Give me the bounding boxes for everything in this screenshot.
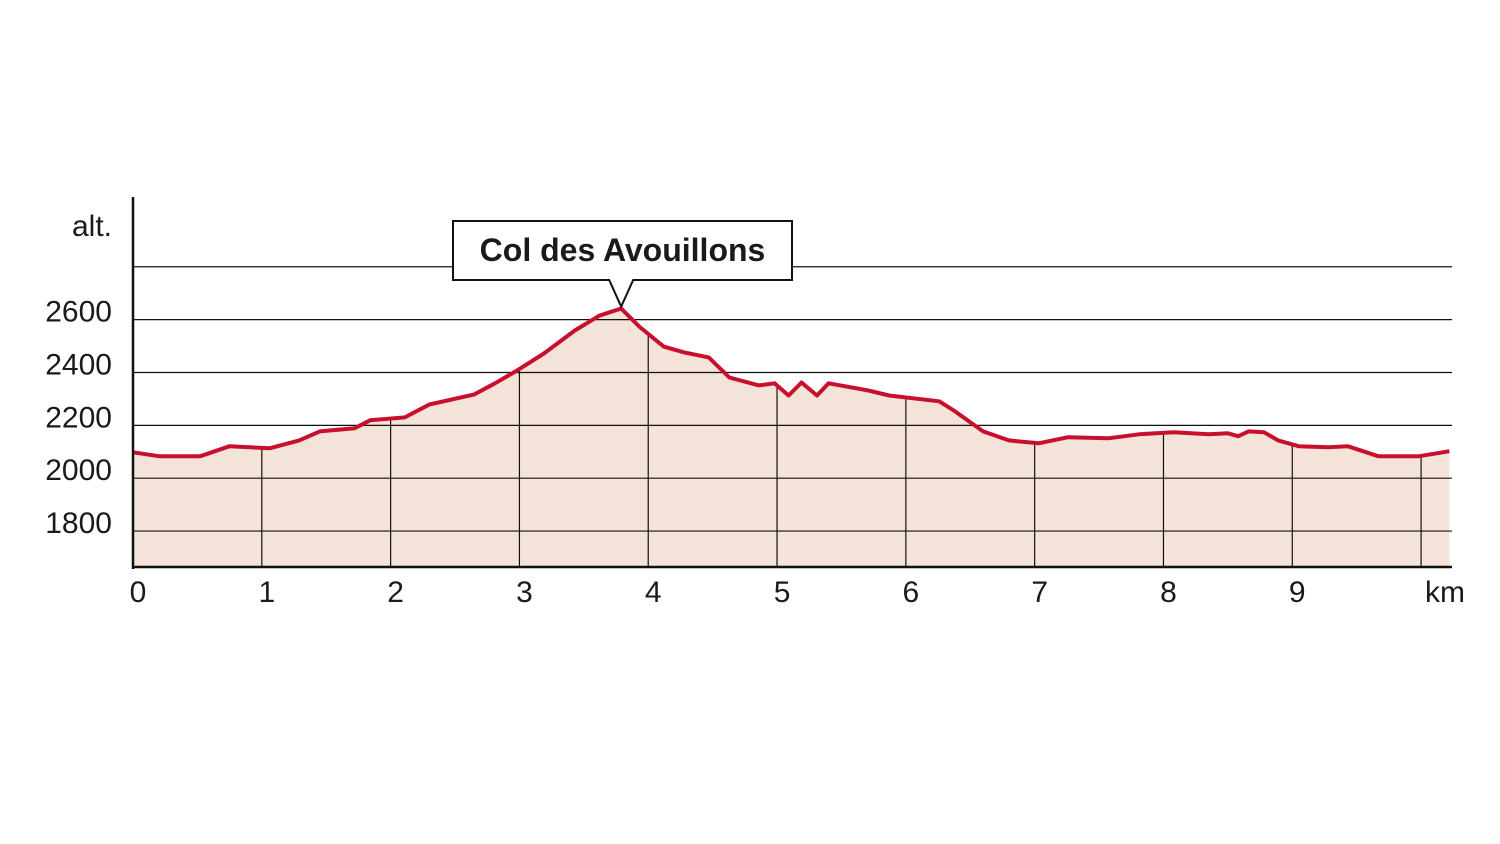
x-axis-label: km xyxy=(1425,576,1465,609)
x-tick-label: 4 xyxy=(645,576,662,609)
y-tick-label: 1800 xyxy=(45,507,112,540)
y-tick-label: 2600 xyxy=(45,296,112,329)
x-tick-label: 0 xyxy=(130,576,147,609)
x-tick-label: 7 xyxy=(1031,576,1048,609)
annotation-box xyxy=(452,220,793,309)
x-tick-label: 9 xyxy=(1289,576,1306,609)
annotation: Col des Avouillons xyxy=(480,232,766,268)
x-tick-label: 5 xyxy=(774,576,791,609)
x-tick-label: 1 xyxy=(258,576,275,609)
x-tick-label: 6 xyxy=(903,576,920,609)
line xyxy=(132,306,1450,459)
area xyxy=(133,308,1450,567)
x-tick-label: 3 xyxy=(516,576,533,609)
y-tick-label: 2400 xyxy=(45,348,112,381)
x-tick-label: 2 xyxy=(387,576,404,609)
y-tick-label: 2200 xyxy=(45,401,112,434)
y-tick-label: 2000 xyxy=(45,454,112,487)
x-tick-label: 8 xyxy=(1160,576,1177,609)
y-axis-label: alt. xyxy=(72,210,112,243)
